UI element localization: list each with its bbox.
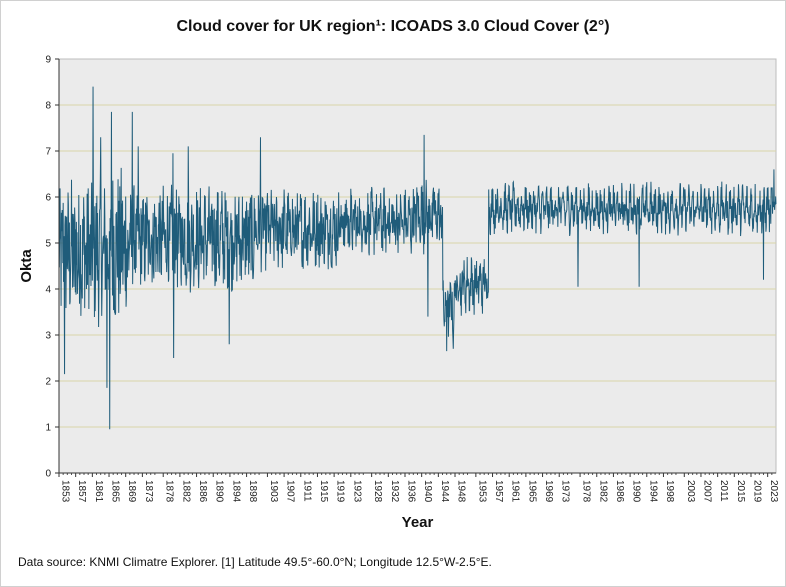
y-axis-ticks: 0 1 2 3 4 5 6 7 8 9: [45, 55, 59, 480]
y-tick-label: 7: [45, 147, 51, 158]
x-tick-label: 1861: [93, 480, 104, 503]
x-tick-label: 1928: [372, 480, 383, 503]
x-axis-title: Year: [402, 514, 434, 531]
x-tick-label: 1936: [405, 480, 416, 503]
x-tick-label: 1857: [76, 480, 87, 503]
chart-title: Cloud cover for UK region¹: ICOADS 3.0 C…: [176, 18, 610, 35]
x-tick-label: 1973: [560, 480, 571, 503]
x-tick-label: 1948: [456, 480, 467, 503]
y-tick-label: 3: [45, 331, 51, 342]
x-tick-label: 1873: [143, 480, 154, 503]
x-tick-label: 1907: [285, 480, 296, 503]
x-tick-label: 1940: [422, 480, 433, 503]
x-tick-label: 1961: [510, 480, 521, 503]
x-tick-label: 1878: [164, 480, 175, 503]
x-tick-label: 2023: [768, 480, 779, 503]
x-tick-label: 1882: [180, 480, 191, 503]
y-tick-label: 9: [45, 55, 51, 66]
x-tick-label: 1994: [647, 480, 658, 503]
x-tick-label: 1923: [351, 480, 362, 503]
x-tick-label: 1944: [439, 480, 450, 503]
cloud-cover-series-line: [58, 86, 777, 430]
x-tick-label: 1986: [614, 480, 625, 503]
x-tick-label: 2011: [718, 480, 729, 502]
grid-lines: [59, 104, 776, 428]
y-tick-label: 8: [45, 101, 51, 112]
x-tick-label: 2019: [751, 480, 762, 503]
x-tick-label: 1990: [631, 480, 642, 503]
y-tick-label: 0: [45, 469, 51, 480]
x-tick-label: 2015: [735, 480, 746, 503]
x-tick-label: 1998: [664, 480, 675, 503]
x-tick-label: 1853: [60, 480, 71, 503]
x-tick-label: 1982: [597, 480, 608, 503]
x-tick-label: 1894: [230, 480, 241, 503]
x-tick-label: 1886: [197, 480, 208, 503]
x-tick-label: 1869: [126, 480, 137, 503]
data-source-note: Data source: KNMI Climatre Explorer. [1]…: [18, 555, 492, 569]
x-tick-label: 1969: [543, 480, 554, 503]
x-tick-label: 1865: [110, 480, 121, 503]
x-tick-label: 1903: [268, 480, 279, 503]
x-tick-label: 1915: [318, 480, 329, 503]
x-tick-label: 1890: [214, 480, 225, 503]
x-tick-label: 1965: [526, 480, 537, 503]
y-axis-title: Okta: [18, 249, 35, 283]
y-tick-label: 5: [45, 239, 51, 250]
plot-area: [58, 58, 777, 474]
x-tick-label: 1911: [301, 480, 312, 502]
x-axis-ticks: 1853 1857 1861 1865 1869 1873 1878 1882 1886 1890…: [58, 473, 779, 503]
x-tick-label: 2003: [685, 480, 696, 503]
x-tick-label: 1957: [493, 480, 504, 503]
x-tick-label: 1978: [581, 480, 592, 503]
x-tick-label: 1932: [389, 480, 400, 503]
y-tick-label: 4: [45, 285, 51, 296]
x-tick-label: 1953: [476, 480, 487, 503]
x-tick-label: 2007: [701, 480, 712, 503]
y-tick-label: 6: [45, 193, 51, 204]
x-tick-label: 1919: [335, 480, 346, 503]
y-tick-label: 1: [45, 423, 51, 434]
y-tick-label: 2: [45, 377, 51, 388]
x-tick-label: 1898: [247, 480, 258, 503]
